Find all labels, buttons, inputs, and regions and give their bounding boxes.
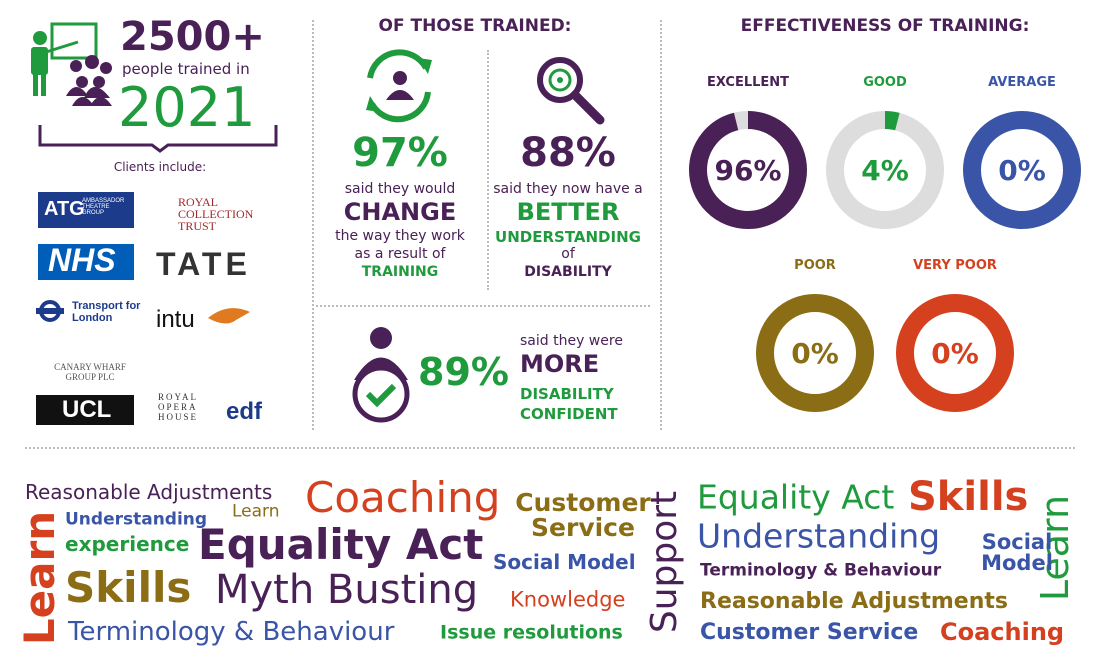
cloud-word: Myth Busting	[215, 567, 479, 613]
ucl-logo	[36, 395, 134, 425]
teacher-icon	[31, 22, 98, 96]
cloud-word: Coaching	[940, 618, 1065, 646]
stat-text: said they were	[520, 333, 623, 349]
category-label: GOOD	[863, 75, 907, 90]
stat-percent: 89%	[418, 350, 509, 394]
count: 2500+	[120, 14, 265, 60]
bracket	[38, 125, 278, 153]
divider	[487, 50, 489, 290]
logo-text: ROYAL COLLECTION TRUST	[178, 195, 254, 233]
logo-text: ATG	[44, 198, 85, 220]
category-label: POOR	[794, 258, 836, 273]
logo-text: NHS	[48, 242, 116, 278]
cloud-word: Learn	[15, 510, 64, 646]
audience-icon	[66, 55, 112, 106]
cloud-word: experience	[65, 532, 190, 556]
logo-text: UCL	[62, 396, 112, 423]
atg-logo	[38, 192, 134, 228]
logo-text: AMBASSADOR THEATRE GROUP	[82, 198, 125, 216]
cloud-word: Terminology & Behaviour	[68, 617, 395, 647]
stat-text: DISABILITY	[520, 385, 614, 403]
value-label: 4%	[861, 154, 909, 187]
stat-text: DISABILITY	[524, 264, 612, 280]
divider	[25, 447, 1075, 449]
chart-title: EFFECTIVENESS OF TRAINING:	[740, 16, 1030, 36]
value-label: 96%	[714, 154, 781, 187]
logo-text: Transport for London	[72, 300, 141, 324]
donut-track	[756, 294, 874, 412]
divider	[316, 305, 650, 307]
clients-label: Clients include:	[113, 160, 207, 174]
tfl-bar	[36, 308, 64, 314]
cloud-word: Learn	[232, 501, 280, 522]
section-title: OF THOSE TRAINED:	[378, 16, 572, 36]
cloud-word: Issue resolutions	[440, 621, 623, 644]
cloud-word: Coaching	[305, 473, 501, 522]
stat-text: BETTER	[516, 198, 620, 226]
stat-text: said they would	[344, 181, 456, 197]
cloud-word: Support	[644, 490, 685, 634]
cloud-word: Terminology & Behaviour	[700, 560, 942, 581]
stat-text: UNDERSTANDING	[495, 228, 641, 246]
cloud-word: Understanding	[65, 509, 208, 530]
logo-text: TATE	[156, 246, 251, 282]
year: 2021	[118, 76, 256, 139]
cloud-word: Customer Service	[515, 488, 651, 542]
donut-track	[896, 294, 1014, 412]
divider	[660, 20, 662, 430]
cloud-word: Social Model	[981, 530, 1053, 575]
category-label: AVERAGE	[988, 75, 1056, 90]
value-label: 0%	[998, 154, 1046, 187]
category-label: EXCELLENT	[707, 75, 789, 90]
cloud-word: Reasonable Adjustments	[700, 589, 1008, 614]
cloud-word: Knowledge	[510, 587, 626, 612]
logo-text: ROYAL OPERA HOUSE	[158, 392, 199, 422]
cloud-word: Equality Act	[198, 520, 484, 569]
donut-arc	[826, 111, 944, 229]
change-icon	[366, 49, 432, 123]
value-label: 0%	[791, 337, 839, 370]
stat-text: MORE	[520, 350, 600, 378]
stat-percent: 97%	[352, 130, 448, 176]
nhs-logo	[38, 244, 134, 280]
category-label: VERY POOR	[913, 258, 997, 273]
search-icon	[537, 57, 605, 125]
logo-text: intu	[156, 306, 195, 333]
stat-percent: 88%	[520, 130, 616, 176]
stat-text: of	[561, 246, 575, 262]
cloud-word: Understanding	[697, 516, 941, 556]
value-label: 0%	[931, 337, 979, 370]
stat-text: CONFIDENT	[520, 405, 618, 423]
stat-text: TRAINING	[361, 264, 439, 280]
stat-text: said they now have a	[493, 181, 643, 197]
stat-text: as a result of	[354, 246, 446, 262]
stat-text: the way they work	[335, 228, 465, 244]
cloud-word: Skills	[65, 563, 192, 612]
logo-text: CANARY WHARF GROUP PLC	[54, 362, 126, 382]
donut-track	[963, 111, 1081, 229]
cloud-word: Equality Act	[697, 477, 895, 517]
donut-arc	[689, 111, 807, 229]
cloud-word: Reasonable Adjustments	[25, 480, 273, 504]
subtitle: people trained in	[122, 60, 250, 78]
intu-bird	[208, 308, 250, 324]
divider	[312, 20, 314, 430]
cloud-word: Skills	[908, 474, 1029, 520]
confident-icon	[352, 327, 410, 423]
stat-text: CHANGE	[343, 198, 457, 226]
cloud-word: Social Model	[493, 550, 636, 574]
cloud-word: Customer Service	[700, 620, 919, 645]
logo-text: edf	[226, 398, 262, 425]
